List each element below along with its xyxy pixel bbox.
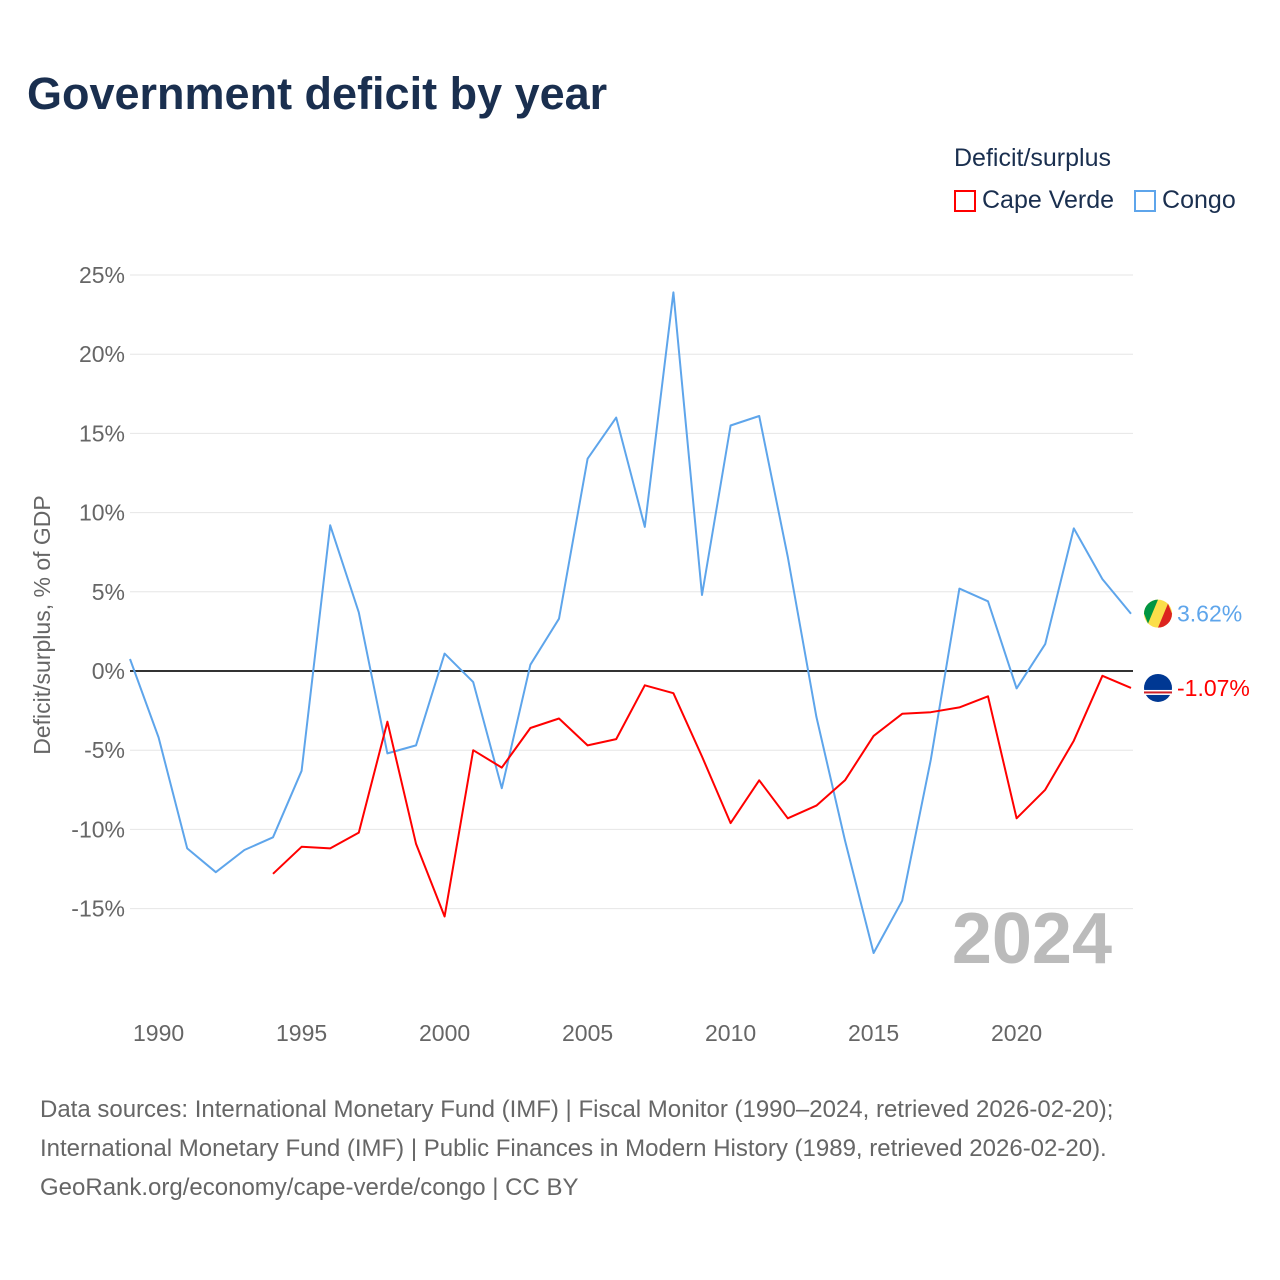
page-title: Government deficit by year <box>27 68 608 119</box>
year-watermark: 2024 <box>952 899 1112 979</box>
legend: Cape Verde Congo <box>954 186 1236 215</box>
y-tick-label: 0% <box>92 658 125 684</box>
y-axis-label: Deficit/surplus, % of GDP <box>29 495 55 754</box>
y-tick-label: 10% <box>79 500 125 526</box>
x-tick-label: 1995 <box>276 1020 327 1046</box>
cape-verde-flag-red-stripe <box>1144 691 1172 694</box>
legend-title: Deficit/surplus <box>954 144 1111 172</box>
series-line-congo <box>129 291 1132 954</box>
y-tick-label: 5% <box>92 579 125 605</box>
y-tick-label: 25% <box>79 262 125 288</box>
end-value-label: -1.07% <box>1177 675 1250 701</box>
legend-item-cape-verde[interactable]: Cape Verde <box>954 186 1114 215</box>
cape-verde-flag-icon <box>1144 673 1172 702</box>
x-tick-label: 2005 <box>562 1020 613 1046</box>
series-line-cape-verde <box>272 674 1132 918</box>
x-tick-label: 1990 <box>133 1020 184 1046</box>
y-tick-label: 15% <box>79 420 125 446</box>
legend-swatch <box>954 189 976 212</box>
x-tick-label: 2000 <box>419 1020 470 1046</box>
congo-flag-red <box>1158 603 1172 628</box>
y-tick-label: -15% <box>71 896 125 922</box>
x-tick-label: 2015 <box>848 1020 899 1046</box>
x-tick-label: 2010 <box>705 1020 756 1046</box>
legend-label: Congo <box>1162 186 1236 214</box>
end-value-label: 3.62% <box>1177 601 1242 627</box>
y-tick-label: -10% <box>71 816 125 842</box>
legend-swatch <box>1134 189 1157 212</box>
congo-flag-green <box>1144 599 1158 624</box>
y-tick-label: -5% <box>84 737 125 763</box>
source-line: Data sources: International Monetary Fun… <box>40 1096 1114 1123</box>
x-tick-label: 2020 <box>991 1020 1042 1046</box>
legend-item-congo[interactable]: Congo <box>1134 186 1236 215</box>
legend-label: Cape Verde <box>982 186 1115 214</box>
footer: Data sources: International Monetary Fun… <box>40 1090 1113 1207</box>
source-line: International Monetary Fund (IMF) | Publ… <box>40 1135 1107 1162</box>
attribution-link[interactable]: GeoRank.org/economy/cape-verde/congo | C… <box>40 1174 579 1201</box>
y-tick-label: 20% <box>79 341 125 367</box>
